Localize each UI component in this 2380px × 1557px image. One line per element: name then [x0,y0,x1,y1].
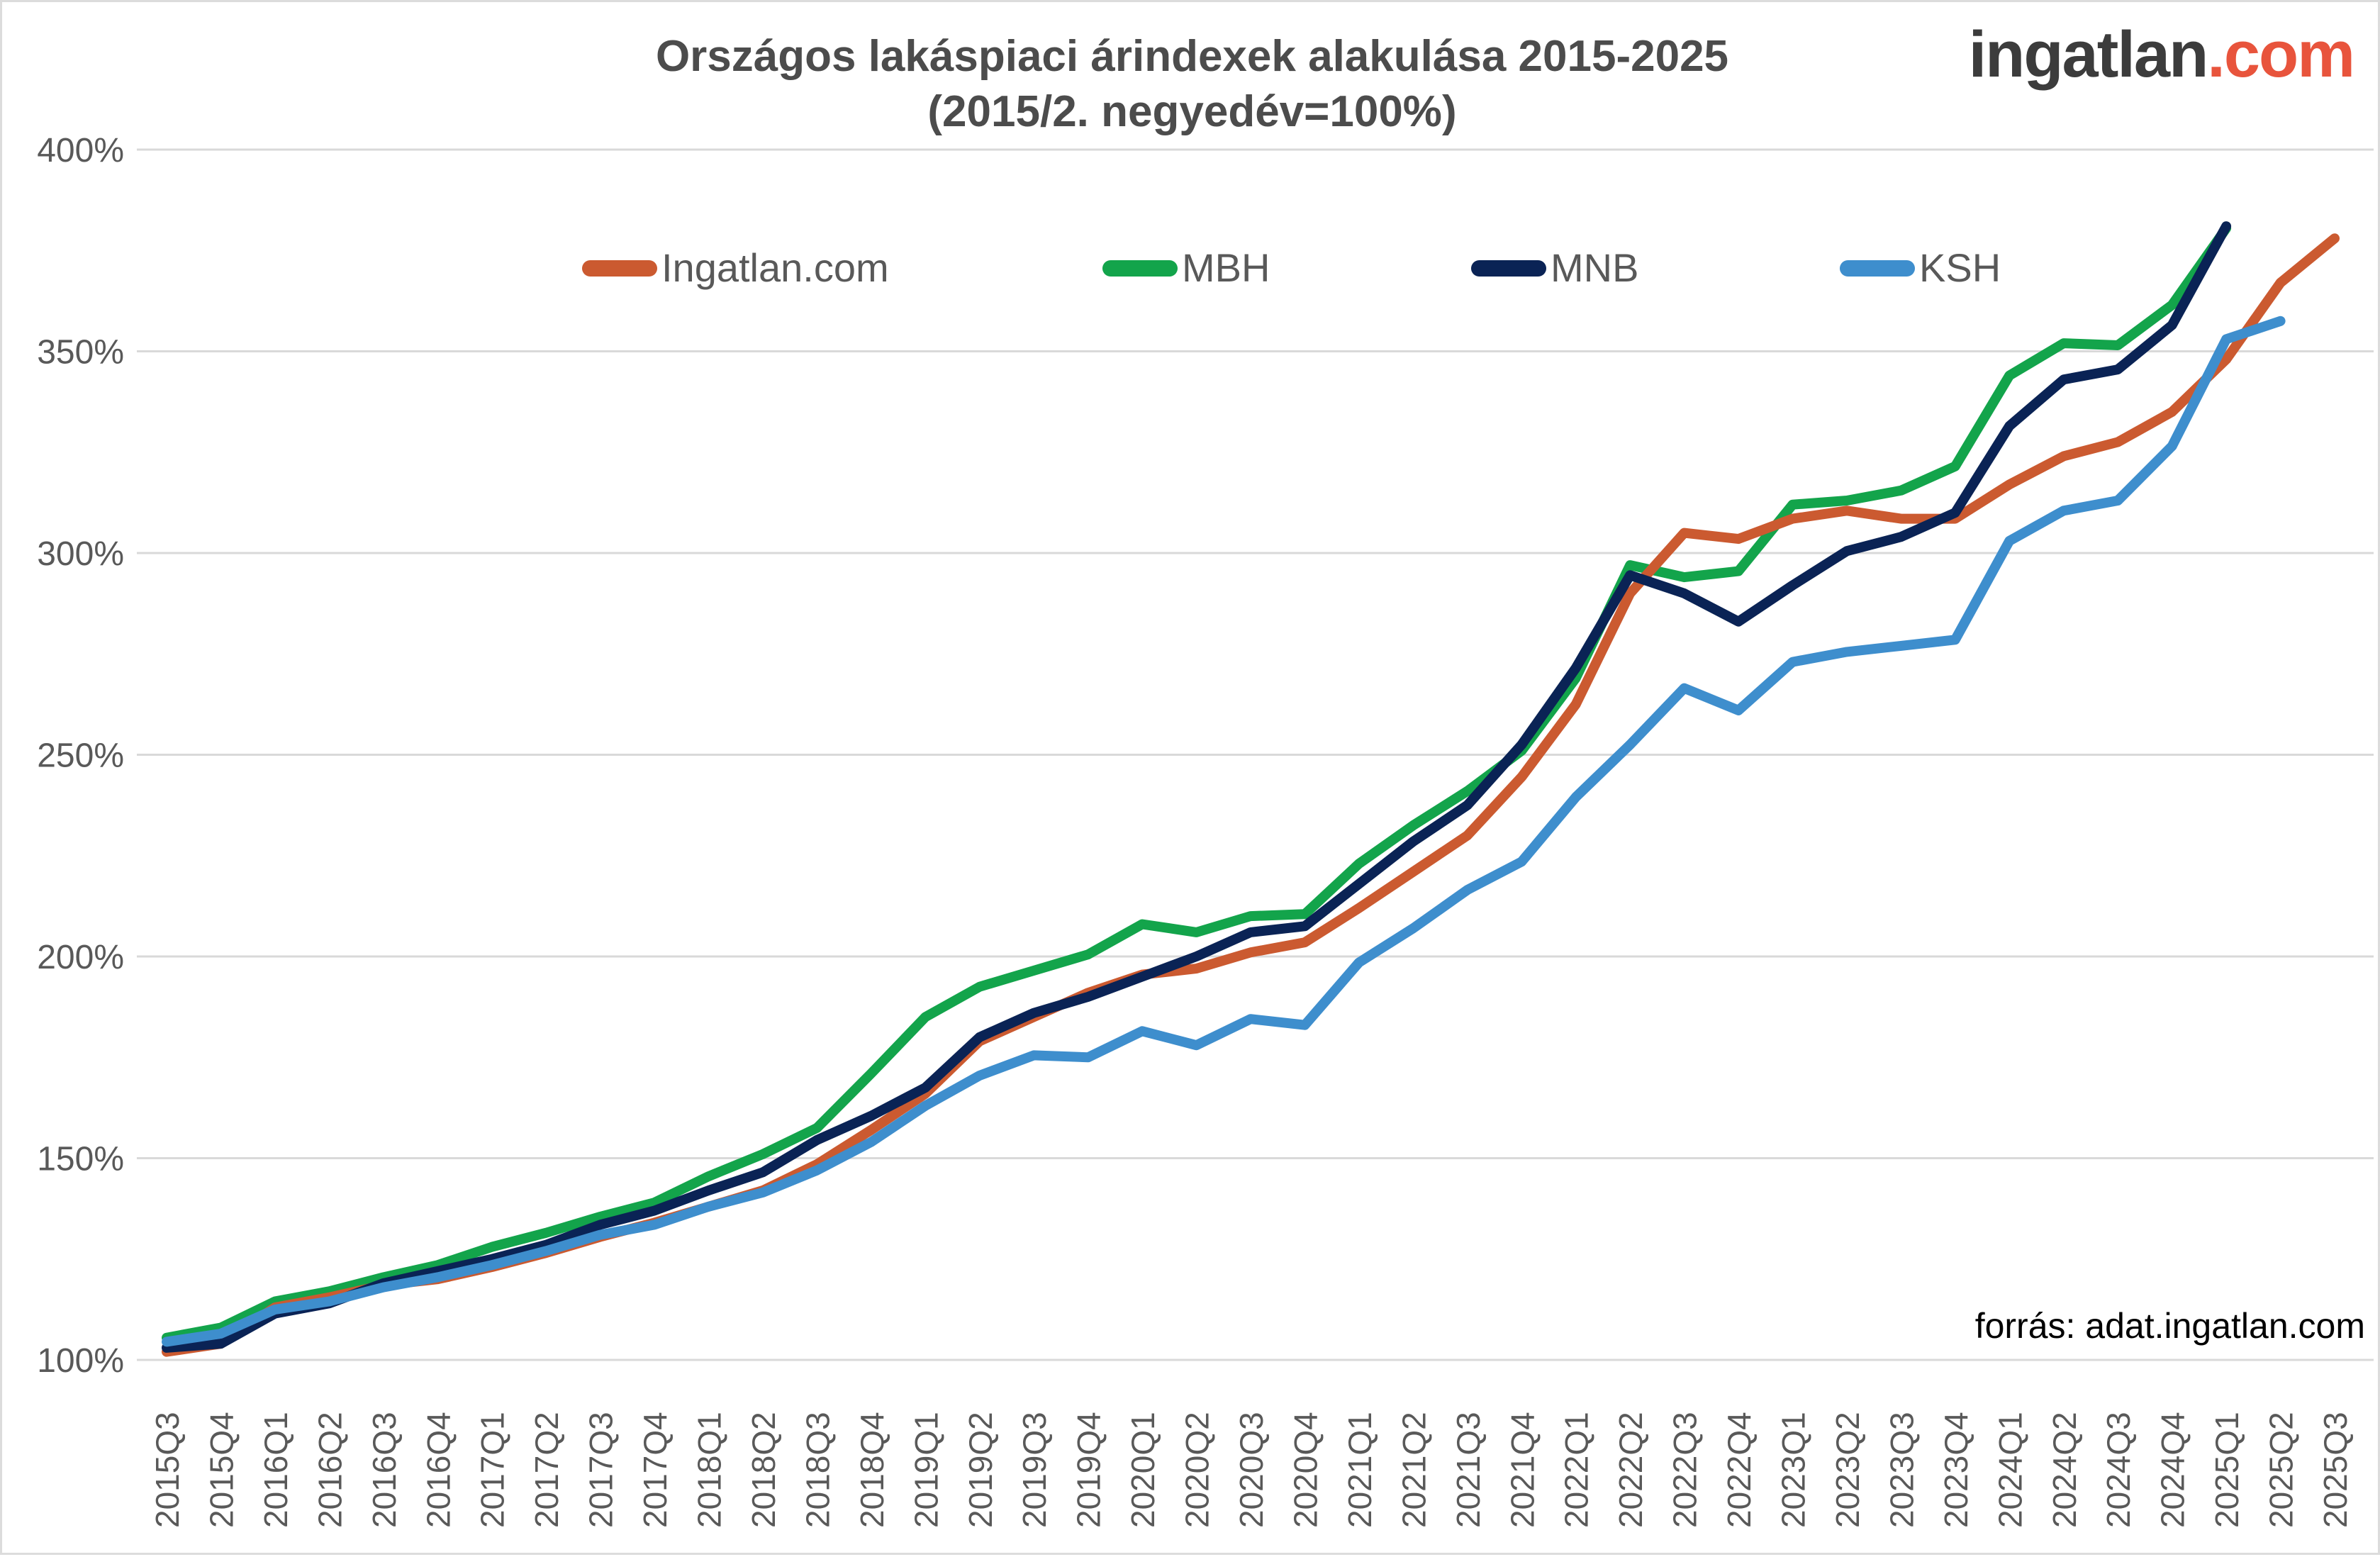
chart-title-line1: Országos lakáspiaci árindexek alakulása … [655,32,1729,81]
x-tick-label: 2018Q3 [799,1412,836,1528]
legend-item-ksh: KSH [1840,243,2001,293]
x-tick-label: 2015Q3 [149,1412,186,1528]
x-tick-label: 2022Q2 [1612,1412,1649,1528]
logo-text-dark: ingatlan [1968,18,2209,91]
x-tick-label: 2024Q3 [2100,1412,2137,1528]
logo-text-accent: .com [2207,18,2355,91]
legend-swatch-icon [1102,260,1178,277]
legend-label: MNB [1551,245,1639,290]
x-tick-label: 2017Q1 [474,1412,511,1528]
x-tick-label: 2020Q2 [1179,1412,1216,1528]
x-tick-label: 2023Q4 [1938,1412,1974,1528]
x-tick-label: 2022Q4 [1721,1412,1758,1528]
x-tick-label: 2016Q3 [366,1412,403,1528]
ingatlan-logo: ingatlan.com [1968,18,2355,92]
x-tick-label: 2021Q1 [1341,1412,1378,1528]
x-tick-label: 2016Q2 [311,1412,348,1528]
x-tick-label: 2025Q1 [2208,1412,2245,1528]
source-note: forrás: adat.ingatlan.com [1974,1306,2365,1346]
x-tick-label: 2019Q4 [1071,1412,1107,1528]
y-tick-label: 250% [37,737,124,775]
y-tick-label: 400% [37,132,124,169]
x-tick-label: 2015Q4 [203,1412,240,1528]
x-tick-label: 2018Q4 [854,1412,890,1528]
y-axis-labels: 100% 150% 200% 250% 300% 350% 400% [37,132,124,1380]
x-tick-label: 2023Q1 [1775,1412,1812,1528]
x-axis-labels: 2015Q3 2015Q4 2016Q1 2016Q2 2016Q3 2016Q4 2017… [149,1412,2354,1528]
x-tick-label: 2021Q2 [1395,1412,1432,1528]
series-line-ingatlan-com [162,233,2340,1357]
x-tick-label: 2025Q3 [2317,1412,2354,1528]
x-tick-label: 2024Q1 [1991,1412,2028,1528]
legend-swatch-icon [1840,260,1915,277]
y-tick-label: 100% [37,1342,124,1380]
chart-legend: Ingatlan.com MBH MNB KSH [2,243,2380,293]
series-lines [162,221,2340,1357]
x-tick-label: 2024Q4 [2155,1412,2191,1528]
legend-label: KSH [1919,245,2001,290]
x-tick-label: 2020Q1 [1124,1412,1161,1528]
y-tick-label: 350% [37,334,124,372]
x-tick-label: 2021Q4 [1504,1412,1541,1528]
series-line-mbh [162,223,2232,1343]
x-tick-label: 2022Q1 [1558,1412,1595,1528]
x-tick-label: 2021Q3 [1450,1412,1487,1528]
x-tick-label: 2022Q3 [1667,1412,1704,1528]
series-line-mnb [162,221,2232,1353]
legend-swatch-icon [1471,260,1546,277]
x-tick-label: 2020Q4 [1287,1412,1324,1528]
x-tick-label: 2019Q3 [1016,1412,1053,1528]
x-tick-label: 2018Q2 [745,1412,782,1528]
x-tick-label: 2016Q1 [257,1412,294,1528]
x-tick-label: 2023Q2 [1829,1412,1866,1528]
y-tick-label: 150% [37,1141,124,1178]
x-tick-label: 2025Q2 [2263,1412,2300,1528]
x-tick-label: 2019Q2 [962,1412,999,1528]
x-tick-label: 2024Q2 [2046,1412,2083,1528]
chart-title: Országos lakáspiaci árindexek alakulása … [2,29,2380,140]
legend-item-mnb: MNB [1471,243,1638,293]
x-tick-label: 2017Q4 [637,1412,674,1528]
series-line-ksh [162,316,2286,1347]
legend-label: MBH [1182,245,1270,290]
legend-swatch-icon [582,260,657,277]
y-tick-label: 200% [37,939,124,976]
legend-item-ingatlan: Ingatlan.com [582,243,889,293]
x-tick-label: 2017Q2 [528,1412,565,1528]
legend-label: Ingatlan.com [661,245,889,290]
gridlines [137,148,2374,1361]
x-tick-label: 2023Q3 [1883,1412,1920,1528]
y-tick-label: 300% [37,535,124,573]
x-tick-label: 2020Q3 [1233,1412,1270,1528]
x-tick-label: 2019Q1 [907,1412,944,1528]
legend-item-mbh: MBH [1102,243,1270,293]
chart-title-line2: (2015/2. negyedév=100%) [927,87,1457,136]
x-tick-label: 2017Q3 [583,1412,620,1528]
x-tick-label: 2016Q4 [420,1412,457,1528]
x-tick-label: 2018Q1 [691,1412,728,1528]
